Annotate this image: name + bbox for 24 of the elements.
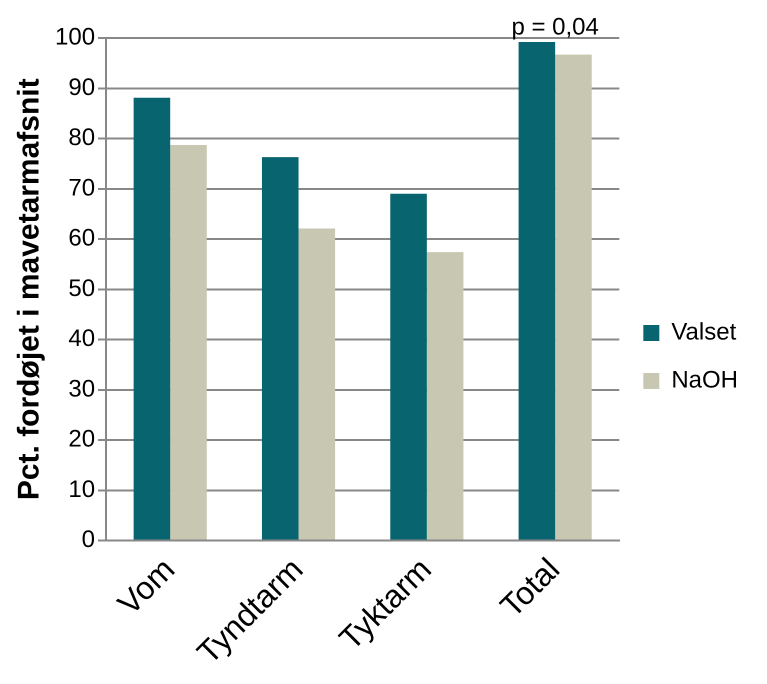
y-tick-label: 10 (68, 476, 96, 503)
bar (262, 157, 299, 540)
y-tick-label: 0 (82, 526, 96, 554)
legend-label: NaOH (671, 366, 738, 394)
y-tick-label: 40 (68, 325, 96, 352)
bar (298, 228, 336, 540)
y-tick-label: 80 (68, 124, 96, 152)
bar (170, 145, 207, 540)
y-tick-label: 100 (54, 24, 96, 51)
y-tick-label: 60 (68, 224, 96, 252)
bar (555, 54, 592, 540)
bar (518, 42, 556, 540)
y-axis-title: Pct. fordøjet i mavetarmafsnit (12, 78, 46, 500)
x-tick-label: Vom (110, 550, 182, 622)
y-tick-label: 20 (68, 426, 96, 453)
y-tick-label: 70 (68, 174, 96, 202)
bar (390, 194, 427, 540)
y-tick-label: 30 (68, 375, 96, 402)
y-tick-label: 50 (68, 274, 96, 302)
y-tick-label: 90 (68, 74, 96, 101)
annotation: p = 0,04 (511, 14, 599, 41)
bar (426, 252, 464, 540)
bar (134, 98, 170, 540)
legend-label: Valset (671, 318, 737, 346)
